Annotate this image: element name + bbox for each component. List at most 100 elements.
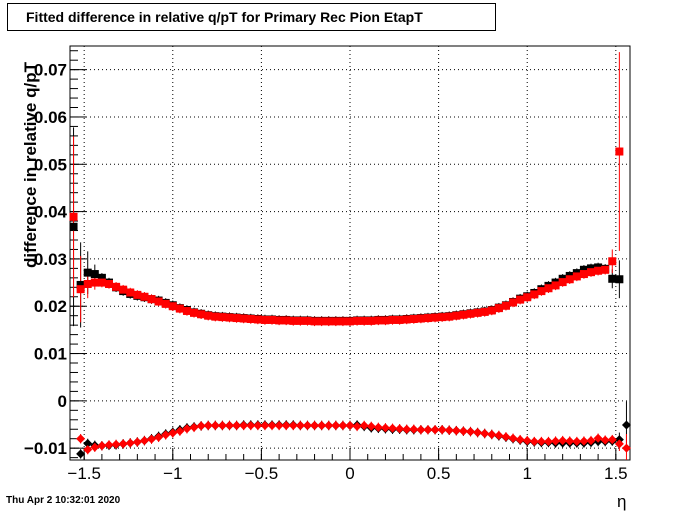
axis-ticks: −1.5 −1 −0.5 0 0.5 1 1.5 −0.01 0 0.01 0.02 0.03 0.04… (24, 50, 628, 483)
data-point-square (275, 316, 284, 325)
data-point-square (289, 316, 298, 325)
data-point-square (353, 316, 362, 325)
plot-frame (69, 45, 631, 461)
data-point-diamond (352, 421, 362, 431)
data-point-diamond (310, 420, 320, 430)
data-point-diamond (437, 425, 447, 435)
data-point-square (608, 257, 617, 266)
data-point-square (501, 301, 510, 310)
data-point-square (601, 265, 610, 274)
data-point-diamond (281, 420, 291, 430)
data-point-square (516, 295, 525, 304)
data-point-square (76, 285, 85, 294)
data-point-diamond (593, 433, 603, 443)
data-point-diamond (579, 436, 589, 446)
data-point-square (324, 317, 333, 326)
data-point-square (480, 307, 489, 316)
data-point-diamond (359, 420, 369, 430)
data-point-diamond (295, 420, 305, 430)
data-point-diamond (246, 420, 256, 430)
x-tick-label: −0.5 (245, 464, 279, 483)
data-point-square (587, 268, 596, 277)
data-point-square (579, 265, 588, 274)
y-tick-label: 0.03 (34, 250, 67, 269)
data-point-square (494, 304, 503, 313)
data-point-diamond (260, 420, 270, 430)
y-tick-label: 0.07 (34, 61, 67, 80)
x-tick-label: 1 (522, 464, 531, 483)
data-point-diamond (324, 420, 334, 430)
data-point-square (133, 290, 142, 299)
data-point-square (416, 314, 425, 323)
data-point-square (239, 314, 248, 323)
data-point-square (112, 282, 121, 291)
data-point-diamond (543, 437, 553, 447)
data-point-square (360, 316, 369, 325)
data-point-diamond (600, 435, 610, 445)
data-point-square (346, 317, 354, 326)
data-point-square (487, 306, 496, 315)
data-point-diamond (267, 420, 277, 430)
data-point-diamond (515, 435, 525, 445)
data-point-square (459, 310, 468, 319)
data-point-square (140, 292, 149, 301)
data-point-diamond (338, 420, 348, 430)
data-point-diamond (139, 436, 149, 446)
data-point-square (438, 313, 447, 322)
data-point-diamond (76, 449, 86, 459)
data-point-square (154, 297, 163, 306)
data-point-diamond (501, 432, 511, 442)
data-point-diamond (288, 420, 298, 430)
data-point-square (310, 317, 319, 326)
data-point-square (232, 314, 241, 323)
data-point-square (431, 313, 440, 322)
data-point-diamond (508, 433, 518, 443)
y-tick-label: 0.01 (34, 345, 67, 364)
data-point-diamond (473, 428, 483, 438)
data-point-square (409, 315, 418, 324)
data-point-diamond (380, 423, 390, 433)
data-point-diamond (395, 424, 405, 434)
data-point-diamond (147, 434, 157, 444)
data-point-square (558, 278, 567, 287)
x-tick-label: 1.5 (604, 464, 628, 483)
x-tick-label: −1 (163, 464, 182, 483)
data-point-diamond (125, 438, 135, 448)
data-point-square (97, 273, 106, 282)
data-point-diamond (366, 421, 376, 431)
x-tick-label: −1.5 (67, 464, 101, 483)
data-point-diamond (210, 420, 220, 430)
data-point-square (594, 266, 603, 275)
data-point-diamond (551, 436, 561, 446)
data-point-square (523, 293, 532, 302)
data-point-square (395, 315, 404, 324)
data-point-square (211, 312, 220, 321)
y-tick-label: 0.05 (34, 155, 67, 174)
data-point-diamond (402, 424, 412, 434)
data-point-square (218, 313, 227, 322)
datestamp: Thu Apr 2 10:32:01 2020 (6, 495, 121, 506)
data-point-square (423, 314, 432, 323)
data-point-square (579, 270, 588, 279)
data-point-square (565, 275, 574, 284)
data-point-diamond (607, 435, 617, 445)
data-point-square (76, 280, 85, 289)
data-point-diamond (168, 428, 178, 438)
data-point-diamond (416, 425, 426, 435)
data-point-diamond (430, 425, 440, 435)
data-point-diamond (182, 424, 192, 434)
data-point-square (97, 278, 106, 287)
data-point-square (374, 316, 383, 325)
data-point-square (367, 316, 376, 325)
data-point-square (282, 316, 291, 325)
data-point-square (225, 313, 234, 322)
data-point-square (452, 311, 461, 320)
data-point-diamond (444, 425, 454, 435)
x-tick-label: 0.5 (427, 464, 451, 483)
data-point-square (90, 270, 99, 279)
data-point-square (268, 315, 277, 324)
data-point-square (317, 317, 326, 326)
data-point-diamond (466, 427, 476, 437)
data-point-diamond (83, 438, 93, 448)
